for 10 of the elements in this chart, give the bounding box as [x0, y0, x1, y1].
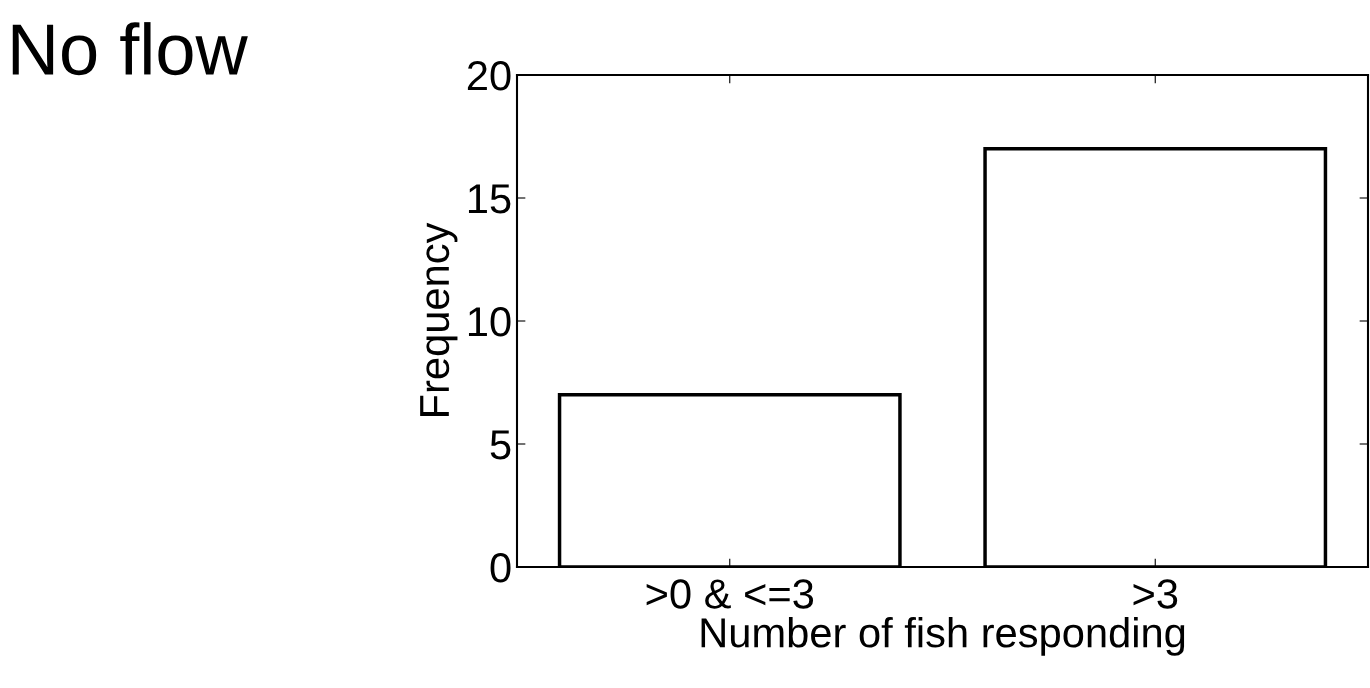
y-axis-title: Frequency: [420, 222, 458, 416]
y-tick-label: 5: [490, 430, 511, 460]
y-tick-label: 10: [468, 307, 511, 337]
y-tick-label: 0: [490, 553, 511, 583]
x-axis-title: Number of fish responding: [701, 616, 1185, 656]
y-tick-label: 20: [467, 61, 511, 91]
chart-title: No flow: [12, 22, 248, 76]
x-tick-label: >3: [1133, 579, 1178, 609]
x-tick-label: >0 & <=3: [646, 579, 814, 609]
y-tick-label: 15: [468, 184, 511, 214]
